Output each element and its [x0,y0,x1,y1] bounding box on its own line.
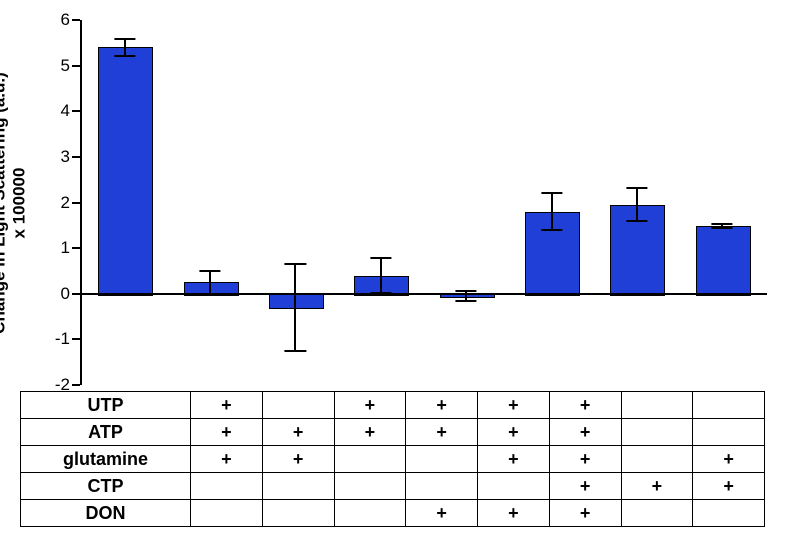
table-row: UTP+++++ [21,392,765,419]
table-cell: + [478,446,550,473]
table-cell [334,446,406,473]
table-row: DON+++ [21,500,765,527]
table-row: ATP++++++ [21,419,765,446]
bar [696,226,751,296]
row-label: UTP [21,392,191,419]
error-bar [209,271,211,294]
table-cell: + [191,392,263,419]
table-cell [262,473,334,500]
y-tick [72,156,80,158]
error-cap-bottom [114,55,135,57]
table-cell [191,500,263,527]
bar-chart: Change in Light Scattering (a.u.) x 1000… [20,20,765,385]
conditions-table: UTP+++++ATP++++++glutamine+++++CTP+++DON… [20,391,765,527]
y-tick-label: 0 [61,284,70,304]
table-cell: + [549,473,621,500]
table-cell [191,473,263,500]
y-tick-label: 4 [61,101,70,121]
table-cell: + [693,473,765,500]
table-cell: + [191,419,263,446]
table-cell [334,500,406,527]
y-tick-label: 3 [61,147,70,167]
error-cap-top [199,270,220,272]
y-axis-title-line2: x 100000 [10,167,29,238]
y-tick [72,293,80,295]
table-cell [621,392,693,419]
error-cap-bottom [712,227,733,229]
table-cell [478,473,550,500]
table-cell [621,446,693,473]
table-cell: + [334,392,406,419]
table-row: glutamine+++++ [21,446,765,473]
y-axis-title: Change in Light Scattering (a.u.) x 1000… [0,72,30,334]
y-axis: Change in Light Scattering (a.u.) x 1000… [20,20,80,385]
error-cap-top [114,38,135,40]
y-tick [72,338,80,340]
row-label: CTP [21,473,191,500]
y-tick [72,247,80,249]
y-tick-label: 6 [61,10,70,30]
table-row: CTP+++ [21,473,765,500]
figure: Change in Light Scattering (a.u.) x 1000… [20,20,765,527]
y-tick [72,65,80,67]
table-cell: + [549,419,621,446]
table-cell: + [406,419,478,446]
table-cell [693,392,765,419]
table-cell: + [406,500,478,527]
table-cell: + [406,392,478,419]
table-cell [334,473,406,500]
table-cell [621,500,693,527]
error-bar [294,264,296,351]
table-cell: + [478,392,550,419]
error-cap-bottom [626,220,647,222]
y-axis-title-line1: Change in Light Scattering (a.u.) [0,72,9,334]
table-cell [406,473,478,500]
error-cap-top [370,257,391,259]
table-cell: + [693,446,765,473]
table-cell [621,419,693,446]
error-cap-bottom [541,229,562,231]
error-bar [124,39,126,55]
table-cell: + [262,446,334,473]
bar [98,47,153,295]
error-bar [551,193,553,230]
y-tick-label: -2 [55,375,70,395]
y-tick [72,110,80,112]
table-cell: + [621,473,693,500]
error-cap-top [626,187,647,189]
error-cap-bottom [456,300,477,302]
row-label: DON [21,500,191,527]
table-cell [406,446,478,473]
table-cell [262,392,334,419]
y-tick-label: 1 [61,238,70,258]
table-cell: + [549,446,621,473]
y-tick-label: 2 [61,193,70,213]
table-cell: + [478,500,550,527]
plot-area: -2-10123456 [80,20,765,385]
y-tick [72,384,80,386]
error-bar [636,188,638,221]
table-cell: + [549,392,621,419]
x-axis-baseline [82,293,767,295]
row-label: ATP [21,419,191,446]
table-cell: + [478,419,550,446]
error-cap-bottom [285,350,306,352]
table-cell: + [549,500,621,527]
table-cell: + [191,446,263,473]
y-tick [72,202,80,204]
error-cap-top [285,263,306,265]
y-tick-label: 5 [61,56,70,76]
row-label: glutamine [21,446,191,473]
bars-layer [82,20,765,385]
table-cell: + [262,419,334,446]
error-cap-top [712,223,733,225]
y-tick-label: -1 [55,329,70,349]
y-tick [72,19,80,21]
table-cell: + [334,419,406,446]
table-cell [693,500,765,527]
table-cell [262,500,334,527]
table-cell [693,419,765,446]
error-cap-top [541,192,562,194]
error-bar [380,258,382,293]
